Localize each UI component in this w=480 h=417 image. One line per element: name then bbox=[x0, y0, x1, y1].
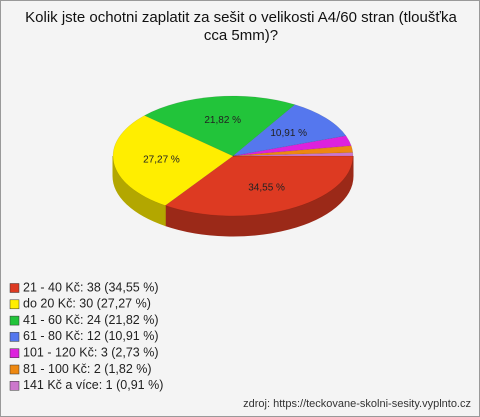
legend-label: 141 Kč a více: 1 (0,91 %) bbox=[23, 378, 163, 392]
legend-label: do 20 Kč: 30 (27,27 %) bbox=[23, 297, 151, 311]
legend-swatch bbox=[9, 315, 20, 326]
data-label: 34,55 % bbox=[248, 182, 285, 193]
slice bbox=[232, 152, 354, 157]
source: zdroj: https://teckovane-skolni-sesity.v… bbox=[243, 398, 471, 410]
legend-label: 21 - 40 Kč: 38 (34,55 %) bbox=[23, 280, 159, 294]
slice bbox=[164, 155, 354, 217]
data-label: 27,27 % bbox=[143, 155, 180, 166]
data-label: 10,91 % bbox=[270, 128, 307, 139]
slice bbox=[112, 115, 234, 206]
legend-label: 101 - 120 Kč: 3 (2,73 %) bbox=[23, 345, 159, 359]
legend-swatch bbox=[9, 299, 20, 310]
data-label: 21,82 % bbox=[204, 115, 241, 126]
slice bbox=[232, 145, 354, 157]
slice bbox=[144, 95, 296, 157]
legend-swatch bbox=[9, 348, 20, 358]
legend-swatch bbox=[9, 364, 20, 375]
legend-label: 81 - 100 Kč: 2 (1,82 %) bbox=[23, 362, 152, 376]
legend-swatch bbox=[9, 332, 20, 342]
legend-label: 61 - 80 Kč: 12 (10,91 %) bbox=[23, 329, 159, 343]
slice bbox=[232, 135, 352, 157]
chart-title: Kolik jste ochotni zaplatit za sešit o v… bbox=[25, 9, 457, 44]
legend-swatch bbox=[9, 381, 20, 391]
slice bbox=[232, 104, 347, 157]
legend-swatch bbox=[9, 283, 20, 293]
legend-label: 41 - 60 Kč: 24 (21,82 %) bbox=[23, 313, 159, 327]
